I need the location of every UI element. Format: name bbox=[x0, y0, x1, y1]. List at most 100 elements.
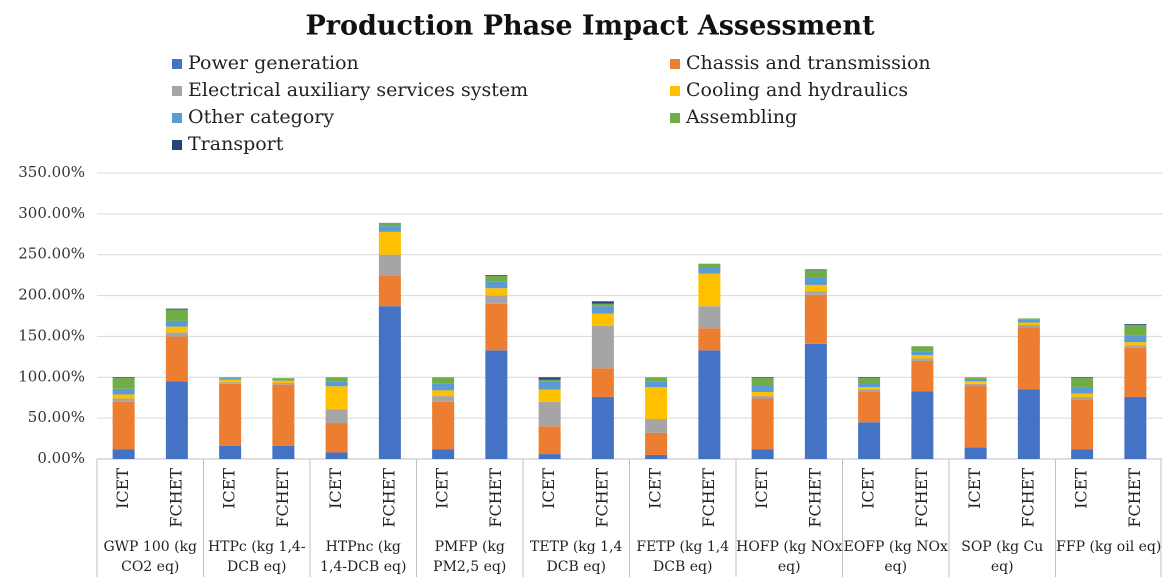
group-label: EOFP (kg NOx eq) bbox=[843, 539, 948, 575]
bar-segment bbox=[645, 387, 668, 419]
legend-swatch bbox=[172, 86, 182, 96]
bar-segment bbox=[751, 449, 774, 459]
bar-segment bbox=[432, 377, 455, 384]
legend-label: Transport bbox=[188, 133, 284, 155]
group-label: PMFP (kg PM2,5 eq) bbox=[433, 539, 507, 575]
group-label: HTPc (kg 1,4-DCB eq) bbox=[207, 539, 306, 575]
bar-segment bbox=[858, 389, 881, 392]
bar-segment bbox=[911, 360, 934, 392]
bar-segment bbox=[804, 284, 827, 292]
x-tick-label: FCHET bbox=[166, 468, 185, 528]
bar-segment bbox=[378, 222, 401, 227]
bar-segment bbox=[378, 275, 401, 307]
bar-segment bbox=[112, 377, 135, 379]
bar-segment bbox=[272, 378, 295, 381]
bar-segment bbox=[911, 346, 934, 352]
y-tick-label: 100.00% bbox=[18, 367, 85, 385]
bar-segment bbox=[538, 381, 561, 390]
chart-title: Production Phase Impact Assessment bbox=[305, 11, 875, 42]
x-tick-label: FCHET bbox=[592, 468, 611, 528]
legend-swatch bbox=[670, 113, 680, 123]
bar-segment bbox=[325, 386, 348, 410]
bar-segment bbox=[591, 306, 614, 314]
x-tick-label: FCHET bbox=[699, 468, 718, 528]
y-tick-label: 200.00% bbox=[18, 286, 85, 304]
group-label: TETP (kg 1,4 DCB eq) bbox=[530, 539, 623, 575]
bar-segment bbox=[591, 301, 614, 304]
bar-segment bbox=[1071, 387, 1094, 394]
bar-segment bbox=[1124, 324, 1147, 336]
legend-label: Other category bbox=[188, 106, 334, 128]
bar-segment bbox=[964, 377, 987, 379]
x-tick-label: ICET bbox=[326, 468, 345, 509]
bar-segment bbox=[219, 382, 242, 384]
bar-segment bbox=[219, 445, 242, 459]
bar-segment bbox=[964, 385, 987, 448]
bar-segment bbox=[964, 383, 987, 386]
bar-segment bbox=[1071, 396, 1094, 400]
bar-segment bbox=[964, 381, 987, 384]
bar-segment bbox=[698, 263, 721, 267]
bar-segment bbox=[1124, 345, 1147, 348]
bar-segment bbox=[432, 449, 455, 459]
bar-segment bbox=[378, 231, 401, 255]
legend-label: Cooling and hydraulics bbox=[686, 79, 908, 101]
bar-segment bbox=[485, 275, 508, 276]
x-tick-label: ICET bbox=[859, 468, 878, 509]
x-tick-label: ICET bbox=[113, 468, 132, 509]
bar-segment bbox=[538, 426, 561, 455]
bar-segment bbox=[858, 422, 881, 459]
bar-segment bbox=[1124, 335, 1147, 343]
bar-segment bbox=[698, 306, 721, 329]
bar-segment bbox=[485, 350, 508, 459]
bar-segment bbox=[272, 445, 295, 459]
x-tick-label: ICET bbox=[965, 468, 984, 509]
x-tick-label: ICET bbox=[646, 468, 665, 509]
group-label: SOP (kg Cu eq) bbox=[961, 539, 1044, 575]
bar-segment bbox=[964, 378, 987, 382]
x-tick-label: ICET bbox=[433, 468, 452, 509]
bar-segment bbox=[325, 409, 348, 424]
bar-segment bbox=[751, 391, 774, 397]
legend-swatch bbox=[670, 86, 680, 96]
bar-segment bbox=[112, 378, 135, 389]
bar-segment bbox=[485, 288, 508, 296]
bar-segment bbox=[804, 277, 827, 285]
bar-segment bbox=[325, 377, 348, 382]
bar-segment bbox=[858, 391, 881, 423]
bar-segment bbox=[1017, 318, 1040, 320]
bar-segment bbox=[645, 454, 668, 459]
bar-segment bbox=[698, 350, 721, 459]
bar-segment bbox=[1017, 327, 1040, 390]
bar-segment bbox=[165, 326, 188, 333]
legend-swatch bbox=[172, 59, 182, 69]
bar-segment bbox=[378, 306, 401, 459]
bar-segment bbox=[538, 454, 561, 459]
bar-segment bbox=[1071, 393, 1094, 397]
bar-segment bbox=[591, 396, 614, 459]
y-tick-label: 250.00% bbox=[18, 245, 85, 263]
bar-segment bbox=[165, 336, 188, 382]
bar-segment bbox=[1071, 378, 1094, 388]
bar-segment bbox=[751, 398, 774, 450]
bar-segment bbox=[272, 384, 295, 446]
bar-segment bbox=[698, 273, 721, 307]
bar-segment bbox=[378, 226, 401, 232]
x-tick-label: ICET bbox=[220, 468, 239, 509]
bar-segment bbox=[325, 381, 348, 387]
bar-segment bbox=[219, 378, 242, 380]
bar-segment bbox=[698, 266, 721, 274]
bar-segment bbox=[858, 383, 881, 388]
group-label: GWP 100 (kg CO2 eq) bbox=[103, 539, 198, 575]
x-tick-label: FCHET bbox=[1125, 468, 1144, 528]
bar-segment bbox=[219, 383, 242, 446]
bar-segment bbox=[804, 343, 827, 459]
legend-swatch bbox=[172, 113, 182, 123]
bar-segment bbox=[1071, 377, 1094, 379]
bar-segment bbox=[751, 378, 774, 386]
bar-segment bbox=[858, 377, 881, 379]
bar-segment bbox=[591, 313, 614, 326]
bar-segment bbox=[804, 270, 827, 278]
bar-segment bbox=[112, 401, 135, 450]
